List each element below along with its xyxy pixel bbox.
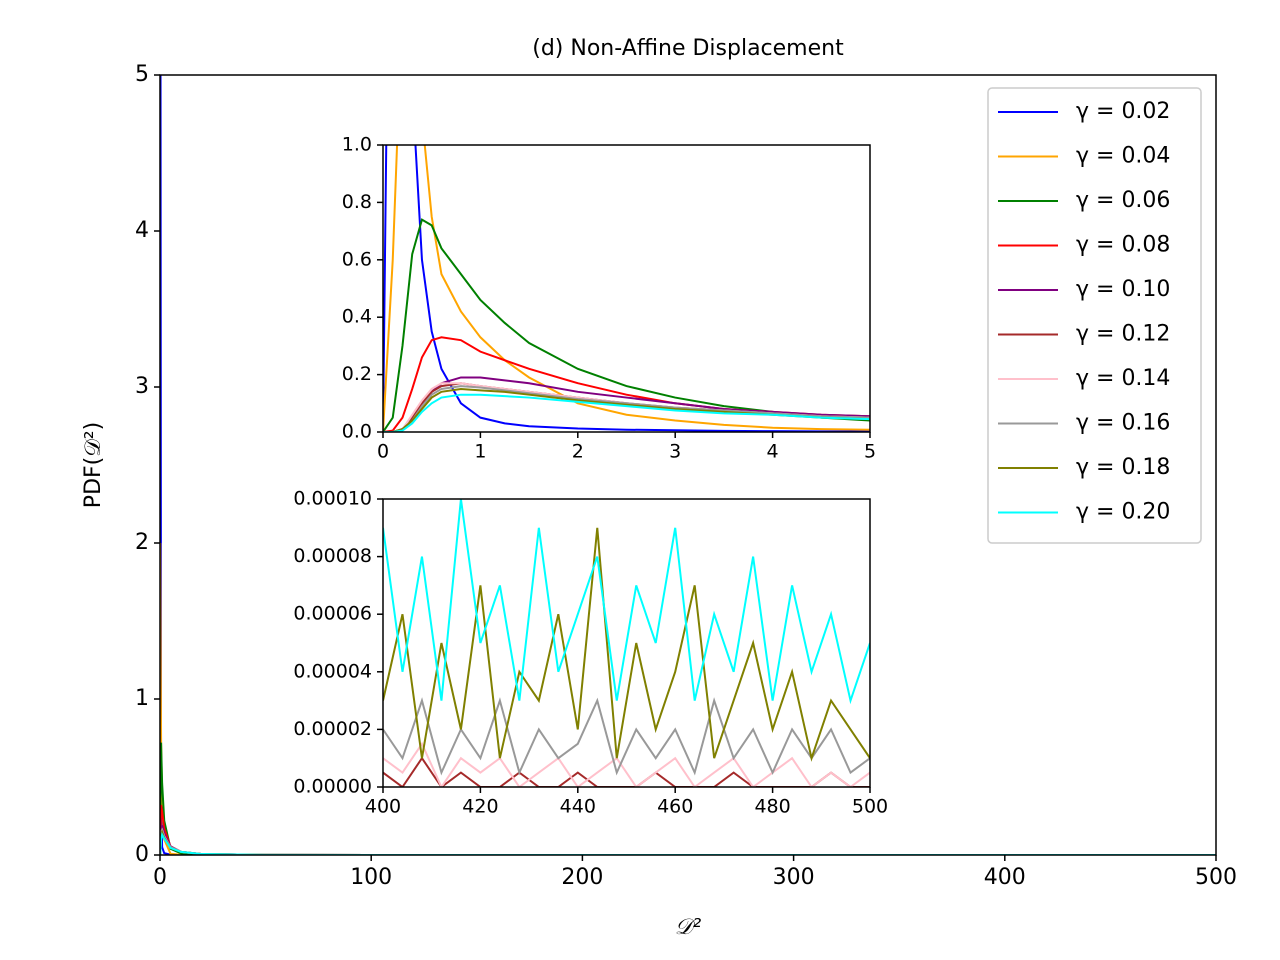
y-tick-label: 0.00006 (293, 603, 372, 625)
x-tick-label: 420 (462, 796, 498, 818)
legend-label: γ = 0.08 (1076, 233, 1170, 258)
plot-area (383, 499, 870, 787)
y-tick-label: 4 (135, 218, 149, 243)
legend-label: γ = 0.20 (1076, 500, 1170, 525)
plot-area (383, 145, 870, 432)
legend-label: γ = 0.12 (1076, 322, 1170, 347)
x-tick-label: 0 (377, 441, 389, 463)
legend-label: γ = 0.06 (1076, 188, 1170, 213)
series-line (160, 825, 1216, 855)
axes-frame (159, 74, 1217, 856)
legend-label: γ = 0.18 (1076, 455, 1170, 480)
y-tick-label: 0 (135, 842, 149, 867)
y-tick-label: 0.0 (342, 421, 372, 443)
y-tick-label: 2 (135, 530, 149, 555)
series-line (383, 218, 870, 432)
legend-label: γ = 0.02 (1076, 99, 1170, 124)
y-tick-label: 0.6 (342, 248, 372, 270)
series-line (160, 826, 1216, 855)
series-line (383, 145, 870, 432)
y-tick-label: 0.2 (342, 363, 372, 385)
y-tick-label: 0.4 (342, 306, 372, 328)
y-tick-label: 1 (135, 686, 149, 711)
legend-label: γ = 0.10 (1076, 277, 1170, 302)
x-tick-label: 400 (984, 865, 1026, 890)
x-tick-label: 500 (1195, 865, 1237, 890)
x-tick-label: 460 (657, 796, 693, 818)
x-tick-label: 5 (864, 441, 876, 463)
x-tick-label: 300 (773, 865, 815, 890)
series-line (383, 499, 870, 705)
y-tick-label: 0.00000 (293, 776, 372, 798)
legend-label: γ = 0.04 (1076, 144, 1170, 169)
y-tick-label: 0.00004 (293, 660, 372, 682)
x-tick-label: 4 (767, 441, 779, 463)
x-tick-label: 3 (669, 441, 681, 463)
series-line (160, 827, 1216, 855)
series-line (383, 697, 870, 776)
series-line (160, 827, 1216, 855)
legend-label: γ = 0.14 (1076, 366, 1170, 391)
x-tick-label: 1 (474, 441, 486, 463)
series-line (383, 145, 870, 432)
y-tick-label: 5 (135, 62, 149, 87)
x-tick-label: 400 (365, 796, 401, 818)
legend-label: γ = 0.16 (1076, 411, 1170, 436)
x-tick-label: 0 (153, 865, 167, 890)
x-tick-label: 200 (561, 865, 603, 890)
x-tick-label: 500 (852, 796, 888, 818)
y-tick-label: 0.8 (342, 191, 372, 213)
series-line (383, 527, 870, 762)
x-tick-label: 480 (754, 796, 790, 818)
series-line (383, 741, 870, 787)
chart-title: (d) Non-Affine Displacement (532, 36, 844, 61)
series-line (383, 756, 870, 787)
series-line (160, 831, 1216, 855)
y-tick-label: 0.00010 (293, 488, 372, 510)
x-tick-label: 440 (560, 796, 596, 818)
x-tick-label: 100 (350, 865, 392, 890)
series-line (160, 829, 1216, 855)
axes-frame (382, 498, 871, 788)
y-tick-label: 1.0 (342, 134, 372, 156)
y-tick-label: 0.00002 (293, 718, 372, 740)
x-axis-label: 𝒟² (675, 915, 702, 940)
y-tick-label: 0.00008 (293, 545, 372, 567)
x-tick-label: 2 (572, 441, 584, 463)
series-line (383, 387, 870, 432)
axes-frame (382, 144, 871, 433)
series-line (383, 393, 870, 432)
y-tick-label: 3 (135, 374, 149, 399)
y-axis-label: PDF(𝒟²) (81, 422, 106, 508)
